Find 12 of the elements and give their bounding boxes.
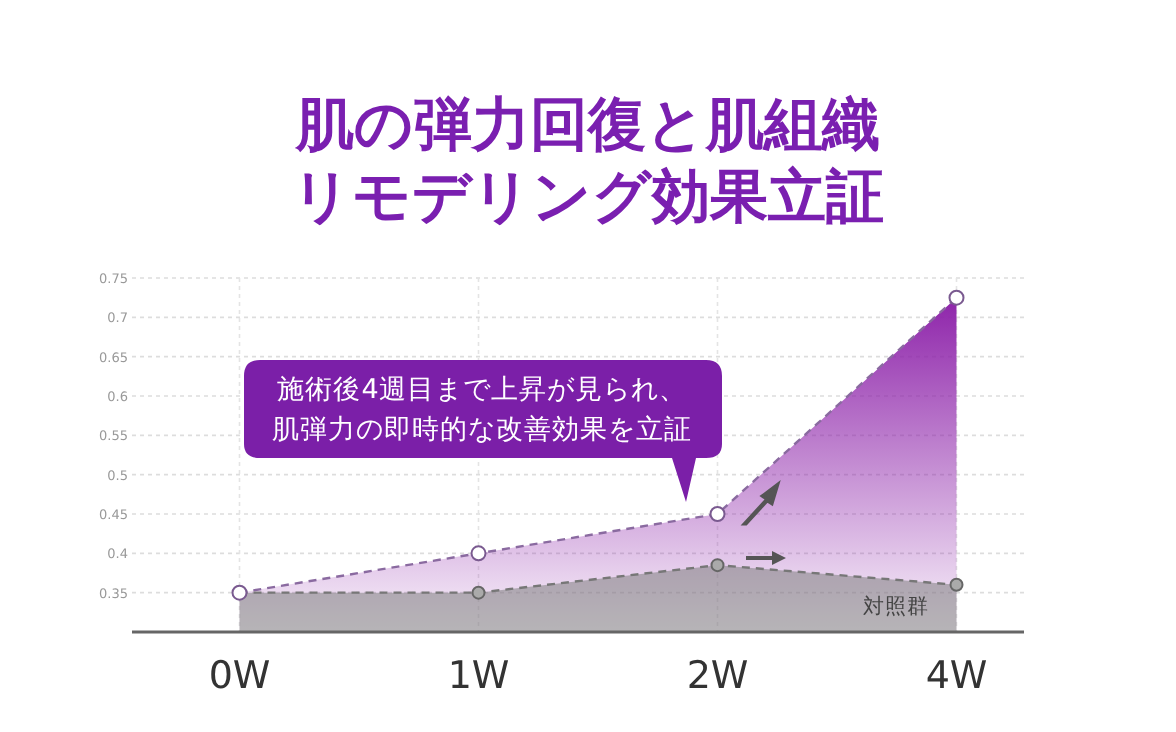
chart-subtitle: リモデリング効果立証 [292,162,884,230]
series-label: 対照群 [862,592,929,619]
x-tick-label: 4W [925,654,988,698]
x-tick-label: 0W [208,654,271,698]
chart-title: 肌の弾力回復と肌組織 [294,90,880,158]
x-tick-label: 2W [686,654,749,698]
point [949,577,964,592]
x-tick-label: 1W [447,654,510,698]
point [710,558,725,573]
annotation: 施術後4週目まで上昇が見られ、 [277,374,687,406]
annotation: 肌弾力の即時的な改善効果を立証 [272,412,692,446]
point [471,585,486,600]
